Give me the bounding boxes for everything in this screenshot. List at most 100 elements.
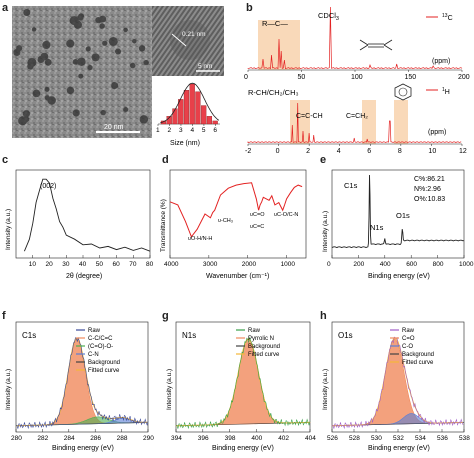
nanoparticle <box>66 86 75 95</box>
survey-tick-label: 200 <box>353 261 364 268</box>
xps-tick-label: 396 <box>198 435 209 442</box>
xps-tick-label: 532 <box>393 435 404 442</box>
survey-comp-c: C%:86.21 <box>414 176 445 183</box>
legend-label: Background <box>402 352 434 358</box>
survey-tick-label: 0 <box>327 261 331 268</box>
nanoparticle <box>91 53 100 62</box>
h1-tick-label: 4 <box>337 148 341 155</box>
h1-tick-label: 10 <box>428 148 436 155</box>
h1-tick-label: 0 <box>276 148 280 155</box>
survey-tick-label: 400 <box>380 261 391 268</box>
xps-tick-label: 284 <box>64 435 75 442</box>
nanoparticle <box>111 82 119 90</box>
component-peak <box>331 338 465 427</box>
h1-unit: (ppm) <box>428 129 446 136</box>
legend-label: (C=O)-O- <box>88 344 113 350</box>
h1-cc-label: C=C-CH <box>296 113 323 120</box>
lattice-label: 0.21 nm <box>182 31 206 38</box>
xps-o1s-plot: 526 528 530 532 534 536 538 <box>327 321 470 442</box>
nanoparticle <box>40 52 49 61</box>
ftir-ann-ch3: υ-CH₃ <box>218 218 233 224</box>
nanoparticle <box>66 39 75 48</box>
c13-spectrum <box>247 6 463 70</box>
legend-label: Fitted curve <box>88 368 120 374</box>
survey-xlabel: Binding energy (eV) <box>368 273 430 280</box>
ftir-ann-co: υC=O <box>250 212 265 218</box>
hist-bar <box>195 91 201 125</box>
xps-tick-label: 536 <box>437 435 448 442</box>
nanoparticle <box>22 110 30 118</box>
xrd-tick-label: 10 <box>29 261 37 268</box>
nanoparticle <box>44 58 52 66</box>
nmr-13c <box>247 6 463 71</box>
xps-tick-label: 530 <box>371 435 382 442</box>
xps-tick-label: 282 <box>37 435 48 442</box>
hist-bar <box>212 120 218 125</box>
hist-bar <box>189 83 195 125</box>
nanoparticle <box>77 14 84 21</box>
xps-tick-label: 534 <box>415 435 426 442</box>
n1s-title: N1s <box>182 331 196 340</box>
xrd-tick-label: 60 <box>113 261 121 268</box>
xps-n1s-plot: 394 396 398 400 402 404 <box>171 321 316 442</box>
h1-legend: 1H <box>442 87 450 96</box>
nanoparticle <box>73 20 83 29</box>
hrtem-inset <box>152 6 224 76</box>
h1-ch2-label: C=CH₂ <box>346 113 368 120</box>
nanoparticle <box>139 115 149 124</box>
nanoparticle <box>99 23 105 29</box>
c13-solvent: CDCl3 <box>318 11 339 22</box>
h1-tick-label: 2 <box>306 148 310 155</box>
nanoparticle <box>23 116 30 123</box>
xrd-tick-label: 40 <box>79 261 87 268</box>
panel-f-letter: f <box>2 310 6 322</box>
legend-label: C-N <box>88 352 99 358</box>
survey-ylabel: Intensity (a.u.) <box>322 211 329 252</box>
nanoparticle <box>27 63 34 70</box>
c13-tick-label: 50 <box>298 74 306 81</box>
c13-unit: (ppm) <box>432 58 450 65</box>
nanoparticle <box>23 8 31 16</box>
xrd-tick-label: 30 <box>62 261 70 268</box>
hist-bar <box>206 116 213 125</box>
ftir-tick-label: 3000 <box>203 261 218 268</box>
raw-spectrum <box>175 336 311 430</box>
c13-tick-label: 150 <box>405 74 417 81</box>
nanoparticle <box>108 36 118 46</box>
xrd-tick-label: 20 <box>46 261 54 268</box>
legend-label: C-C/C=C <box>88 336 113 342</box>
nanoparticle <box>31 27 37 32</box>
xps-tick-label: 286 <box>90 435 101 442</box>
survey-comp-o: O%:10.83 <box>414 196 445 203</box>
nanoparticle <box>85 46 91 52</box>
o1s-xlabel: Binding energy (eV) <box>368 445 430 452</box>
survey-n1s: N1s <box>370 223 384 232</box>
legend-label: Background <box>88 360 120 366</box>
nanoparticle <box>138 45 146 52</box>
hist-tick-label: 4 <box>190 127 194 134</box>
xps-tick-label: 538 <box>459 435 470 442</box>
ftir-plot: 4000 3000 2000 1000 <box>164 169 307 268</box>
nanoparticle <box>114 48 122 55</box>
panel-c-letter: c <box>2 154 9 166</box>
o1s-title: O1s <box>338 331 353 340</box>
nanoparticle <box>132 38 137 44</box>
xps-survey-plot: 0 200 400 600 800 1000 <box>327 169 474 268</box>
nanoparticle <box>95 17 102 24</box>
nanoparticle <box>102 40 108 46</box>
c13-tick-label: 200 <box>458 74 470 81</box>
ftir-ann-con: υC-O/C-N <box>274 212 298 218</box>
nanoparticle <box>42 40 51 50</box>
hist-bar <box>172 108 178 125</box>
n1s-ylabel: Intensity (a.u.) <box>166 369 173 410</box>
h1-tick-label: 12 <box>459 148 467 155</box>
c13-tick-label: 0 <box>244 74 248 81</box>
hist-tick-label: 6 <box>213 127 217 134</box>
n1s-xlabel: Binding energy (eV) <box>212 445 274 452</box>
ftir-ylabel: Transmittance (%) <box>160 199 167 252</box>
nanoparticle <box>143 59 149 66</box>
nanoparticle <box>123 27 128 33</box>
hist-fit-curve <box>160 82 220 124</box>
